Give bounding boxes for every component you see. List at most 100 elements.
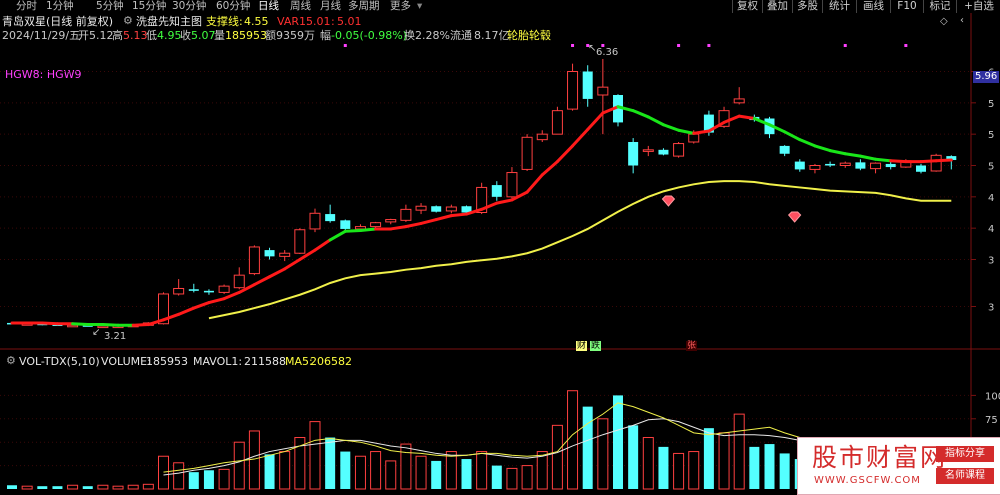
vol-volume-label: VOLUME: (101, 355, 151, 368)
more-chevron-icon[interactable]: ▾ (417, 0, 423, 12)
volume-bar (21, 485, 33, 490)
event-badge-drop[interactable]: 跌 (590, 341, 602, 351)
trend-line-segment (434, 214, 453, 222)
volume-bar (431, 460, 442, 489)
trend-line-segment (510, 190, 529, 202)
tab-1min[interactable]: 1分钟 (46, 0, 74, 12)
trend-line-segment (616, 105, 635, 113)
candle-body (431, 206, 442, 212)
tab-monthly[interactable]: 月线 (320, 0, 341, 12)
volume-bar (97, 484, 109, 490)
volume-bar (445, 451, 457, 490)
candle-body (658, 149, 669, 155)
support-value: 4.55 (244, 15, 269, 28)
candle-body (97, 325, 109, 329)
vol-settings-icon[interactable]: ⚙ (6, 354, 16, 367)
candle-body (173, 287, 185, 295)
volume-value: 185953 (225, 29, 267, 42)
tab-timeshare[interactable]: 分时 (16, 0, 37, 12)
volume-bar (415, 455, 427, 490)
trend-line-segment (722, 114, 741, 124)
trend-line-segment (404, 221, 423, 229)
volume-bar (385, 460, 397, 490)
price-tick-label: 5 (988, 130, 994, 141)
trend-line-segment (207, 297, 226, 305)
trend-line-segment (752, 117, 771, 127)
event-badge-finance[interactable]: 财 (576, 341, 588, 351)
candle-body (794, 161, 805, 170)
draw-line-button[interactable]: 画线 (856, 0, 890, 13)
trend-line-segment (298, 248, 317, 261)
mark-button[interactable]: 标记 (923, 0, 956, 13)
trend-line-segment (768, 123, 787, 134)
trend-line-segment (192, 301, 211, 310)
volume-bar (688, 451, 700, 490)
signal-dot (571, 44, 575, 47)
f10-button[interactable]: F10 (890, 0, 923, 13)
tab-daily[interactable]: 日线 (258, 0, 279, 12)
candle-body (718, 110, 730, 127)
statistics-button[interactable]: 统计 (822, 0, 856, 13)
volume-label: 量 (214, 29, 225, 42)
indicator-name[interactable]: 洗盘先知主图 (136, 15, 202, 28)
overlay-button[interactable]: 叠加 (762, 0, 792, 13)
open-label: 开 (78, 29, 89, 42)
vol-indicator-name[interactable]: VOL-TDX(5,10) (19, 355, 100, 368)
trend-line-segment (540, 160, 559, 177)
volume-bar (233, 441, 245, 490)
tab-multi-period[interactable]: 多周期 (348, 0, 380, 12)
volume-bar (764, 444, 775, 489)
candle-body (567, 71, 579, 110)
candle-body (825, 163, 836, 166)
event-badge-rise[interactable]: 张 (686, 341, 698, 351)
collapse-arrow-icon[interactable]: ‹ (960, 15, 964, 26)
tab-5min[interactable]: 5分钟 (96, 0, 124, 12)
settings-icon[interactable]: ⚙ (123, 14, 133, 27)
multi-stock-button[interactable]: 多股 (792, 0, 822, 13)
restore-rights-button[interactable]: 复权 (732, 0, 762, 13)
volume-bar (779, 453, 790, 489)
trend-line-segment (313, 238, 332, 252)
volume-bar (613, 395, 623, 489)
tab-30min[interactable]: 30分钟 (172, 0, 207, 12)
add-watchlist-button[interactable]: +自选 (956, 0, 1000, 13)
tab-15min[interactable]: 15分钟 (132, 0, 167, 12)
volume-bar (718, 432, 730, 490)
candle-body (188, 289, 199, 291)
price-tick-label: 5 (988, 99, 994, 110)
float-value: 8.17亿 (474, 29, 510, 42)
price-tick-label: 3 (988, 256, 994, 267)
high-price-label: 6.36 (596, 47, 619, 58)
volume-bar (370, 451, 382, 490)
diamond-toggle-icon[interactable]: ◇ (940, 16, 948, 27)
candle-body (279, 252, 291, 257)
watermark-tag-1: 指标分享 (936, 446, 994, 462)
volume-bar (658, 446, 669, 489)
var1-value: 5.01 (306, 15, 331, 28)
candle-body (415, 205, 427, 211)
trend-line-segment (858, 154, 878, 161)
volume-bar (476, 451, 488, 490)
price-tick-label: 4 (988, 193, 994, 204)
trend-line-segment (889, 159, 908, 164)
trend-line-segment (631, 109, 650, 119)
candle-body (885, 163, 896, 168)
trend-line-segment (843, 152, 862, 158)
tab-more[interactable]: 更多 (390, 0, 411, 12)
candle-body (203, 290, 214, 293)
trend-line-segment (737, 114, 756, 120)
period-toolbar: 分时 1分钟 5分钟 15分钟 30分钟 60分钟 日线 周线 月线 多周期 更… (0, 0, 1000, 13)
trend-line-segment (525, 173, 544, 194)
volume-bar (127, 484, 139, 490)
trend-line-segment (268, 267, 287, 279)
candle-body (551, 110, 563, 135)
tab-weekly[interactable]: 周线 (290, 0, 311, 12)
trend-line-segment (601, 105, 620, 115)
watermark-url: WWW.GSCFW.COM (814, 475, 921, 486)
candle-body (628, 142, 639, 166)
candle-body (491, 185, 502, 197)
concept-tag[interactable]: 轮胎轮毂 (507, 29, 551, 42)
candle-body (37, 323, 48, 326)
tab-60min[interactable]: 60分钟 (216, 0, 251, 12)
